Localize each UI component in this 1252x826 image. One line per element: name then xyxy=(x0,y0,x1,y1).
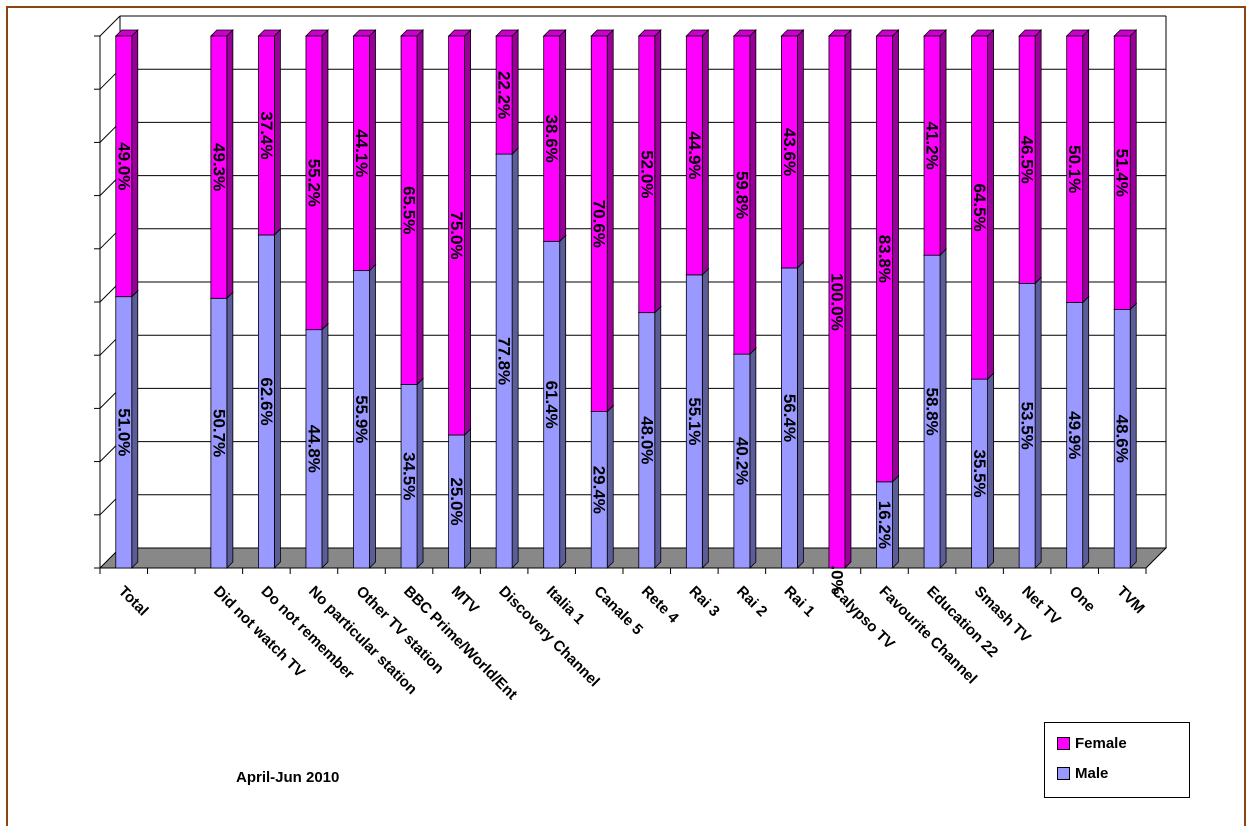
bar-female-7 xyxy=(448,35,465,436)
data-label-male-8: 77.8% xyxy=(495,337,514,385)
data-label-male-0: 51.0% xyxy=(114,408,133,456)
data-label-female-11: 52.0% xyxy=(637,150,656,198)
bar-female-17 xyxy=(923,35,941,256)
data-label-male-17: 58.8% xyxy=(923,387,942,435)
bar-female-2 xyxy=(210,35,228,299)
category-label-11: Rete 4 xyxy=(638,583,682,627)
data-label-female-3: 37.4% xyxy=(257,111,276,159)
bar-female-5 xyxy=(353,35,370,272)
data-label-male-20: 49.9% xyxy=(1065,411,1084,459)
data-label-male-16: 16.2% xyxy=(875,501,894,549)
data-label-female-12: 44.9% xyxy=(685,131,704,179)
bar-female-4 xyxy=(305,35,323,331)
data-label-male-3: 62.6% xyxy=(257,377,276,425)
data-label-male-9: 61.4% xyxy=(542,381,561,429)
category-label-0: Total xyxy=(115,583,152,620)
data-label-female-7: 75.0% xyxy=(447,211,466,259)
data-label-male-19: 53.5% xyxy=(1018,402,1037,450)
data-label-male-11: 48.0% xyxy=(637,416,656,464)
chart-frame xyxy=(6,6,1246,826)
legend-label-male: Male xyxy=(1075,765,1109,782)
category-label-5: Other TV station xyxy=(353,583,448,678)
legend: Female Male xyxy=(1044,722,1190,798)
data-label-male-18: 35.5% xyxy=(970,449,989,497)
bar-female-16 xyxy=(876,35,893,483)
period-label: April-Jun 2010 xyxy=(236,769,340,786)
bar-female-13 xyxy=(733,35,751,355)
category-label-7: MTV xyxy=(448,583,482,617)
bar-female-9 xyxy=(543,35,561,242)
bar-female-20 xyxy=(1066,35,1084,303)
bar-female-10 xyxy=(590,35,608,412)
category-label-13: Rai 2 xyxy=(733,583,770,620)
bar-female-8 xyxy=(495,35,513,155)
data-label-female-8: 22.2% xyxy=(495,71,514,119)
legend-swatch-female xyxy=(1057,737,1070,750)
legend-item-male: Male xyxy=(1057,765,1108,782)
data-label-male-15: .0% xyxy=(827,565,846,594)
data-label-female-17: 41.2% xyxy=(923,121,942,169)
legend-swatch-male xyxy=(1057,767,1070,780)
data-label-male-13: 40.2% xyxy=(732,437,751,485)
data-label-female-18: 64.5% xyxy=(970,183,989,231)
category-label-9: Italia 1 xyxy=(543,583,588,628)
category-label-20: One xyxy=(1066,583,1099,616)
category-label-21: TVM xyxy=(1113,583,1147,617)
data-label-female-2: 49.3% xyxy=(209,143,228,191)
data-label-male-12: 55.1% xyxy=(685,397,704,445)
category-label-14: Rai 1 xyxy=(781,583,818,620)
data-label-male-10: 29.4% xyxy=(590,466,609,514)
data-label-female-16: 83.8% xyxy=(875,235,894,283)
data-label-female-21: 51.4% xyxy=(1113,149,1132,197)
bar-female-19 xyxy=(1018,35,1036,284)
data-label-male-5: 55.9% xyxy=(352,395,371,443)
bar-female-0 xyxy=(115,35,133,298)
category-label-19: Net TV xyxy=(1018,583,1064,629)
bar-female-11 xyxy=(638,35,656,314)
bar-female-3 xyxy=(258,35,275,236)
bar-female-12 xyxy=(685,35,703,276)
category-label-10: Canale 5 xyxy=(590,583,646,639)
category-label-2: Did not watch TV xyxy=(210,583,308,681)
data-label-female-5: 44.1% xyxy=(352,129,371,177)
bar-female-18 xyxy=(971,35,988,380)
data-label-female-13: 59.8% xyxy=(732,171,751,219)
data-label-female-9: 38.6% xyxy=(542,115,561,163)
data-label-male-7: 25.0% xyxy=(447,477,466,525)
data-label-female-0: 49.0% xyxy=(114,142,133,190)
data-label-female-6: 65.5% xyxy=(400,186,419,234)
category-label-12: Rai 3 xyxy=(685,583,722,620)
legend-item-female: Female xyxy=(1057,735,1127,752)
bar-female-21 xyxy=(1113,35,1131,310)
legend-label-female: Female xyxy=(1075,735,1127,752)
data-label-female-15: 100.0% xyxy=(827,273,846,331)
data-label-female-4: 55.2% xyxy=(304,159,323,207)
gridline-diagonal xyxy=(99,15,121,37)
data-label-female-14: 43.6% xyxy=(780,128,799,176)
bar-female-15 xyxy=(828,35,846,569)
bar-female-6 xyxy=(400,35,418,385)
data-label-male-6: 34.5% xyxy=(400,452,419,500)
data-label-male-4: 44.8% xyxy=(304,425,323,473)
bar-female-14 xyxy=(781,35,798,269)
data-label-female-19: 46.5% xyxy=(1018,136,1037,184)
data-label-female-20: 50.1% xyxy=(1065,145,1084,193)
data-label-male-2: 50.7% xyxy=(209,409,228,457)
data-label-female-10: 70.6% xyxy=(590,200,609,248)
data-label-male-14: 56.4% xyxy=(780,394,799,442)
data-label-male-21: 48.6% xyxy=(1113,415,1132,463)
